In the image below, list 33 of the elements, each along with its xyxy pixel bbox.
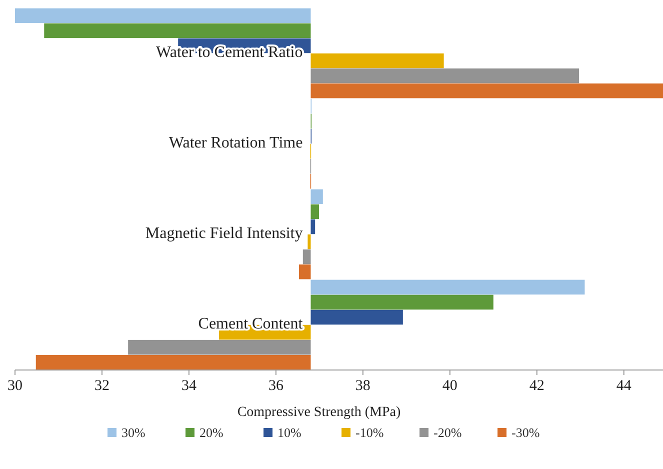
bar <box>310 53 444 68</box>
legend-label: -30% <box>512 425 540 440</box>
x-tick-label: 38 <box>355 378 370 394</box>
bar <box>310 310 403 325</box>
y-tick-label: Magnetic Field Intensity <box>145 224 303 242</box>
bar <box>310 219 316 234</box>
legend-label: -20% <box>434 425 462 440</box>
x-tick-label: 32 <box>94 378 110 394</box>
bar <box>310 189 323 204</box>
x-tick-label: 36 <box>268 378 284 394</box>
legend-label: 20% <box>200 425 224 440</box>
bar <box>302 249 311 264</box>
bar <box>310 280 585 295</box>
bar <box>308 234 311 250</box>
legend-label: 30% <box>122 425 146 440</box>
y-tick-label: Water Rotation Time <box>168 134 303 152</box>
bar <box>310 294 494 310</box>
x-tick-label: 42 <box>529 378 544 394</box>
x-tick-label: 40 <box>442 378 458 394</box>
bar <box>36 354 311 370</box>
bar <box>310 83 663 98</box>
legend-label: 10% <box>278 425 302 440</box>
legend-label: -10% <box>356 425 384 440</box>
bar <box>128 340 311 355</box>
x-tick-label: 30 <box>8 378 22 394</box>
bar <box>15 8 311 24</box>
bar <box>44 23 311 38</box>
x-tick-label: 34 <box>181 378 197 394</box>
x-tick-label: 44 <box>616 378 632 394</box>
bar <box>298 264 311 280</box>
bar <box>310 204 319 220</box>
bar <box>310 68 580 84</box>
x-axis-title: Compressive Strength (MPa) <box>237 405 401 420</box>
